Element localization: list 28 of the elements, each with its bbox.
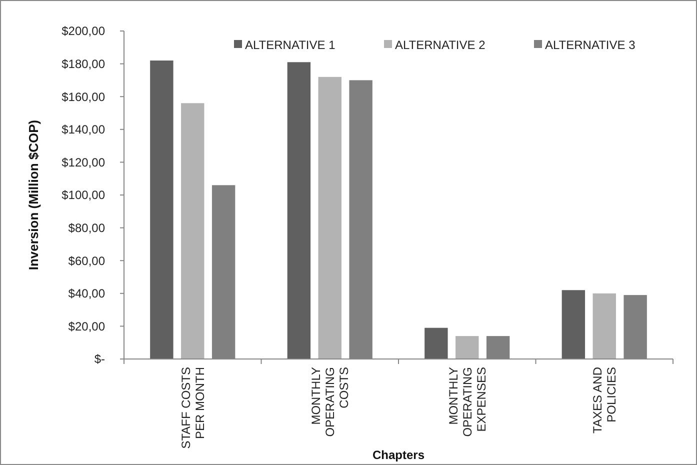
x-axis-title: Chapters bbox=[372, 448, 425, 462]
y-tick-label: $80,00 bbox=[68, 221, 106, 235]
bar bbox=[181, 103, 204, 359]
bar bbox=[562, 290, 586, 359]
legend-label: ALTERNATIVE 2 bbox=[395, 38, 486, 52]
y-tick-label: $40,00 bbox=[68, 286, 106, 301]
legend-label: ALTERNATIVE 3 bbox=[545, 38, 636, 52]
y-tick-label: $100,00 bbox=[62, 188, 106, 202]
y-tick-label: $200,00 bbox=[62, 24, 106, 38]
y-tick-label: $180,00 bbox=[62, 57, 106, 71]
x-tick-label: MONTHLY OPERATING EXPENSES bbox=[446, 367, 488, 437]
bar bbox=[287, 62, 311, 359]
x-tick-label: MONTHLY OPERATING COSTS bbox=[309, 367, 352, 437]
bar bbox=[456, 336, 479, 359]
y-tick-label: $20,00 bbox=[68, 319, 106, 334]
y-axis-title: Inversion (Million $COP) bbox=[26, 120, 41, 270]
y-tick-label: $- bbox=[94, 352, 105, 366]
bar bbox=[592, 293, 616, 359]
bar bbox=[318, 76, 342, 359]
legend-label: ALTERNATIVE 1 bbox=[245, 38, 336, 52]
bar bbox=[424, 328, 448, 359]
y-tick-label: $140,00 bbox=[62, 122, 106, 137]
x-tick-label: TAXES AND POLICIES bbox=[590, 366, 619, 434]
y-tick-label: $120,00 bbox=[62, 155, 106, 170]
x-tick-label: STAFF COSTS PER MONTH bbox=[178, 367, 207, 449]
y-tick-label: $160,00 bbox=[62, 90, 106, 104]
bar bbox=[150, 60, 174, 359]
y-tick-label: $60,00 bbox=[68, 254, 106, 268]
